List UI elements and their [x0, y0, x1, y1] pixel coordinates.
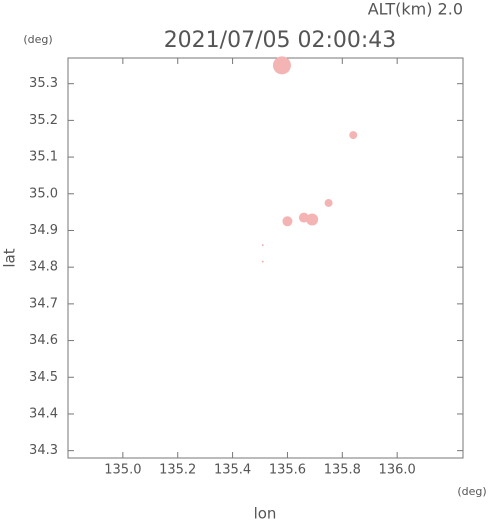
echo-point — [282, 216, 293, 227]
y-tick-label: 34.7 — [29, 296, 58, 311]
subtitle: ALT(km) 2.0 — [368, 0, 463, 19]
x-tick-label: 135.2 — [159, 463, 196, 478]
x-tick-label: 135.0 — [104, 463, 141, 478]
echo-point — [261, 260, 264, 263]
y-tick-label: 35.3 — [29, 76, 58, 91]
y-tick-label: 34.5 — [29, 370, 58, 385]
x-tick-label: 135.4 — [214, 463, 251, 478]
echo-point — [306, 213, 319, 226]
chart-title: 2021/07/05 02:00:43 — [164, 28, 397, 53]
plot-frame — [67, 57, 464, 459]
x-axis-title: lon — [254, 505, 277, 521]
y-tick-label: 35.1 — [29, 150, 58, 165]
echo-point — [324, 198, 333, 207]
x-tick-label: 136.0 — [379, 463, 416, 478]
y-tick-label: 34.9 — [29, 223, 58, 238]
x-tick-label: 135.8 — [324, 463, 361, 478]
y-axis-title: lat — [1, 248, 19, 267]
x-tick-label: 135.6 — [269, 463, 306, 478]
y-unit: (deg) — [23, 33, 52, 46]
y-tick-label: 34.8 — [29, 260, 58, 275]
x-unit: (deg) — [457, 485, 486, 498]
echo-point — [261, 244, 264, 247]
echo-point — [272, 56, 291, 75]
y-tick-label: 34.3 — [29, 443, 58, 458]
y-tick-label: 34.4 — [29, 406, 58, 421]
y-tick-label: 35.2 — [29, 113, 58, 128]
echo-point — [349, 131, 358, 140]
y-tick-label: 35.0 — [29, 186, 58, 201]
y-tick-label: 34.6 — [29, 333, 58, 348]
